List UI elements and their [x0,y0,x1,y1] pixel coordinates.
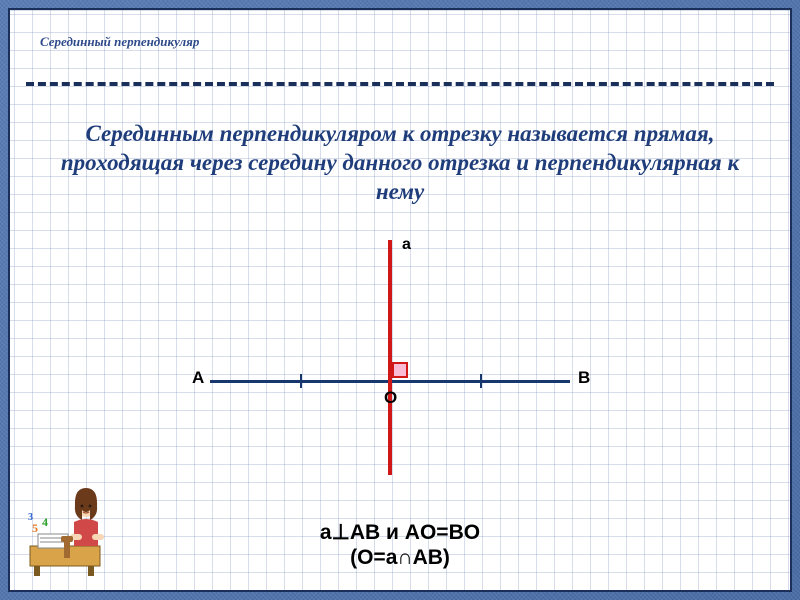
label-B: B [578,368,590,388]
diagram-area: A B O a [10,240,790,500]
svg-text:3: 3 [28,512,33,523]
label-a: a [402,236,411,254]
slide-inner-grid: Серединный перпендикуляр Серединным перп… [8,8,792,592]
svg-text:5: 5 [32,521,38,535]
perp-symbol-icon: ⊥ [332,521,350,544]
formula-line2-pre: (O=a [350,546,397,569]
tick-left [300,374,302,388]
right-angle-marker [392,362,408,378]
intersect-symbol-icon: ∩ [397,546,412,569]
slide-title: Серединный перпендикуляр [40,34,199,50]
student-at-desk-icon: 5 4 3 [28,476,118,576]
formula-line2-post: AB) [413,546,450,569]
label-A: A [192,368,204,388]
tick-right [480,374,482,388]
perpendicular-line [388,240,392,475]
formula-line1-rest: AB и AO=BO [350,521,480,544]
formula: a⊥AB и AO=BO (O=a∩AB) [10,520,790,570]
definition-text: Серединным перпендикуляром к отрезку наз… [50,120,750,206]
slide-outer-frame: Серединный перпендикуляр Серединным перп… [0,0,800,600]
label-O: O [384,388,397,408]
formula-line1-pre: a [320,521,332,544]
divider [26,82,774,86]
svg-text:4: 4 [42,515,48,529]
